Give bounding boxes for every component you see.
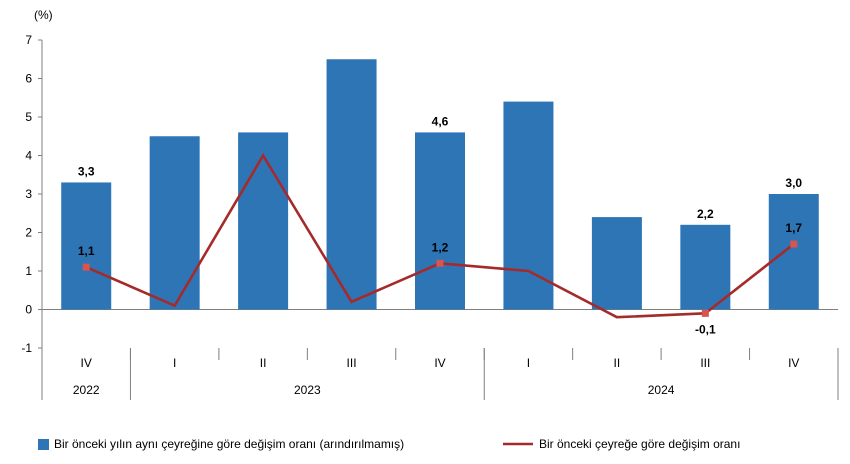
y-tick-label: 6 <box>25 72 32 86</box>
legend: Bir önceki yılın aynı çeyreğine göre değ… <box>38 437 740 451</box>
line-marker <box>701 309 709 317</box>
line-data-label: -0,1 <box>695 322 716 336</box>
data-labels: 3,3 4,6 2,2 3,0 1,1 1,2 -0,1 1,7 <box>78 114 803 336</box>
year-label: 2022 <box>73 383 100 397</box>
bar <box>503 101 554 310</box>
bar <box>768 194 819 310</box>
x-tick-label: III <box>700 356 710 370</box>
year-label: 2024 <box>648 383 675 397</box>
y-tick-label: 4 <box>25 149 32 163</box>
bar-data-label: 3,0 <box>785 176 802 190</box>
legend-line-label: Bir önceki çeyreğe göre değişim oranı <box>539 437 740 451</box>
bar <box>680 224 731 310</box>
x-tick-label: IV <box>434 356 445 370</box>
bar <box>591 217 642 310</box>
bar <box>326 59 377 310</box>
x-tick-label: IV <box>788 356 799 370</box>
x-tick-label: II <box>260 356 267 370</box>
year-label: 2023 <box>294 383 321 397</box>
y-tick-label: 7 <box>25 33 32 47</box>
line-marker <box>436 259 444 267</box>
x-tick-label: I <box>527 356 530 370</box>
bar <box>149 136 200 310</box>
line-marker <box>82 263 90 271</box>
bar <box>415 132 465 310</box>
x-tick-label: II <box>614 356 621 370</box>
y-tick-label: 3 <box>25 187 32 201</box>
y-tick-label: 0 <box>25 303 32 317</box>
legend-bar-swatch <box>38 439 49 450</box>
bar-data-label: 4,6 <box>432 114 449 128</box>
bar <box>238 132 289 310</box>
bar-series <box>61 59 819 310</box>
line-series <box>82 152 798 319</box>
y-tick-label: -1 <box>21 341 32 355</box>
y-tick-label: 5 <box>25 110 32 124</box>
line-data-label: 1,7 <box>785 221 802 235</box>
bar <box>61 182 112 310</box>
line-data-label: 1,1 <box>78 244 95 258</box>
x-tick-label: I <box>173 356 176 370</box>
x-tick-label: IV <box>81 356 92 370</box>
line-data-label: 1,2 <box>432 240 449 254</box>
y-unit-label: (%) <box>34 8 53 22</box>
bar-data-label: 2,2 <box>697 207 714 221</box>
x-tick-label: III <box>347 356 357 370</box>
y-tick-label: 2 <box>25 226 32 240</box>
y-tick-label: 1 <box>25 264 32 278</box>
line-marker <box>790 240 798 248</box>
legend-bar-label: Bir önceki yılın aynı çeyreğine göre değ… <box>54 437 404 451</box>
bar-data-label: 3,3 <box>78 164 95 178</box>
